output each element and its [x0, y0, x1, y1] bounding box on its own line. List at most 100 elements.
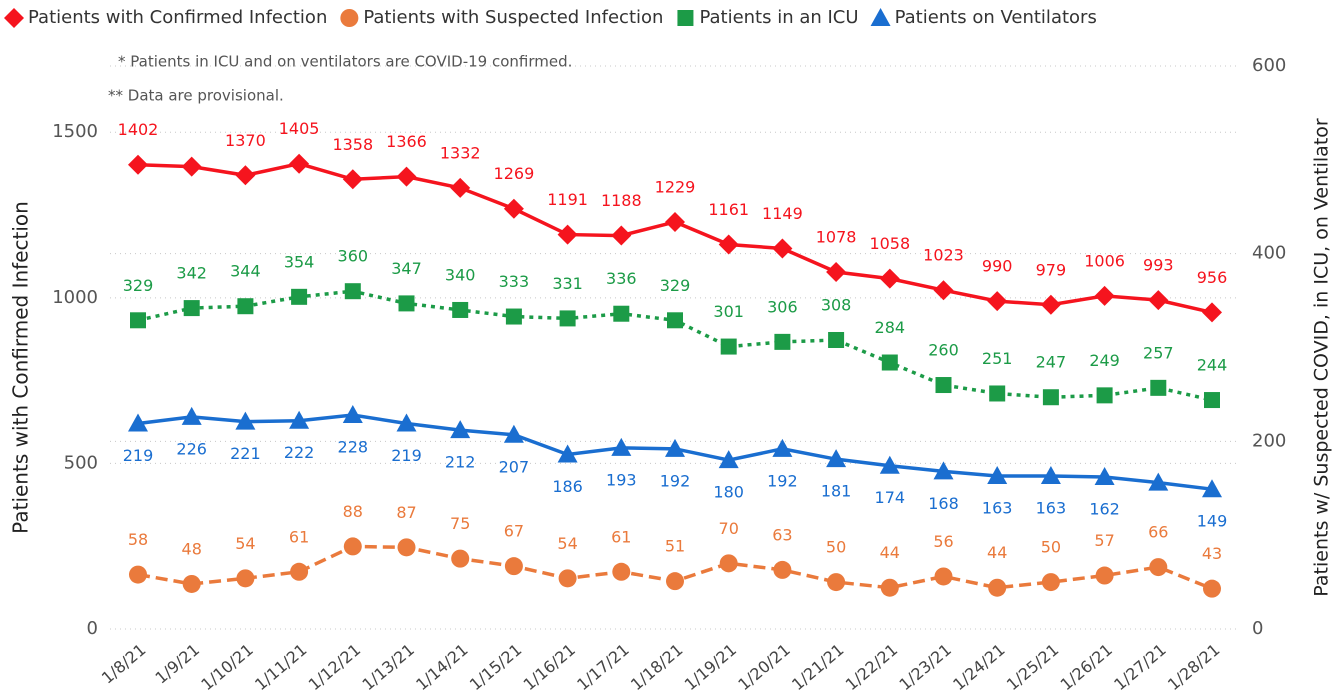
- data-label: 1269: [494, 164, 535, 183]
- data-label: 340: [445, 265, 476, 284]
- marker: [1148, 472, 1169, 491]
- marker: [667, 312, 683, 329]
- data-label: 44: [880, 543, 900, 562]
- note: * Patients in ICU and on ventilators are…: [118, 53, 572, 71]
- data-label: 244: [1197, 356, 1228, 375]
- marker: [827, 573, 846, 592]
- marker: [611, 437, 632, 456]
- data-label: 260: [928, 341, 959, 360]
- marker: [340, 9, 359, 27]
- data-label: 308: [821, 295, 852, 314]
- x-tick-label: 1/16/21: [520, 640, 579, 694]
- x-tick-label: 1/24/21: [949, 640, 1008, 694]
- data-label: 329: [123, 276, 154, 295]
- marker: [826, 449, 847, 468]
- marker: [344, 283, 361, 300]
- data-label: 149: [1197, 512, 1228, 531]
- data-label: 58: [128, 530, 148, 549]
- marker: [933, 280, 954, 301]
- data-label: 162: [1089, 499, 1120, 518]
- marker: [397, 538, 416, 557]
- marker: [128, 413, 148, 432]
- data-label: 50: [826, 538, 846, 557]
- data-label: 1366: [386, 132, 427, 151]
- y-tick-label: 500: [64, 452, 98, 473]
- marker: [828, 331, 845, 348]
- marker: [613, 305, 630, 322]
- marker: [1042, 389, 1059, 406]
- x-tick-label: 1/19/21: [681, 640, 740, 694]
- marker: [289, 410, 310, 429]
- x-tick-label: 1/9/21: [151, 640, 203, 688]
- data-label: 186: [552, 477, 583, 496]
- marker: [342, 169, 363, 190]
- data-label: 54: [557, 534, 577, 553]
- data-label: 67: [504, 522, 524, 541]
- x-tick-label: 1/11/21: [251, 640, 310, 694]
- data-label: 993: [1143, 256, 1174, 275]
- x-tick-label: 1/12/21: [305, 640, 364, 694]
- data-label: 1023: [923, 246, 964, 265]
- data-label: 48: [182, 539, 202, 558]
- data-label: 1405: [279, 119, 320, 138]
- data-label: 1332: [440, 143, 481, 162]
- data-label: 1402: [118, 120, 159, 139]
- marker: [1094, 466, 1115, 485]
- note: ** Data are provisional.: [108, 87, 284, 105]
- x-tick-label: 1/8/21: [98, 640, 150, 688]
- marker: [1204, 392, 1220, 409]
- marker: [719, 554, 738, 573]
- marker: [611, 225, 632, 246]
- marker: [1150, 379, 1167, 396]
- marker: [558, 569, 577, 588]
- x-tick-label: 1/22/21: [842, 640, 901, 694]
- x-tick-label: 1/26/21: [1057, 640, 1116, 694]
- marker: [987, 466, 1008, 485]
- data-label: 1078: [816, 227, 857, 246]
- data-label: 342: [176, 264, 207, 283]
- data-label: 247: [1036, 353, 1067, 372]
- data-label: 61: [611, 527, 631, 546]
- data-label: 956: [1197, 268, 1228, 287]
- data-label: 212: [445, 453, 476, 472]
- data-label: 1149: [762, 204, 803, 223]
- data-label: 344: [230, 262, 261, 281]
- data-label: 87: [396, 503, 416, 522]
- marker: [557, 224, 578, 245]
- marker: [665, 438, 685, 457]
- x-tick-label: 1/15/21: [466, 640, 525, 694]
- marker: [879, 455, 900, 474]
- data-label: 54: [235, 534, 255, 553]
- data-label: 228: [338, 438, 369, 457]
- x-tick-label: 1/17/21: [573, 640, 632, 694]
- data-label: 249: [1089, 351, 1120, 370]
- marker: [720, 338, 737, 355]
- marker: [881, 354, 898, 371]
- marker: [236, 569, 255, 588]
- y2-tick-label: 200: [1252, 430, 1286, 451]
- marker: [182, 574, 201, 593]
- data-label: 329: [660, 276, 691, 295]
- marker: [559, 310, 576, 327]
- data-label: 180: [713, 483, 744, 502]
- y-tick-label: 1000: [52, 287, 98, 308]
- x-tick-label: 1/10/21: [197, 640, 256, 694]
- marker: [503, 424, 524, 443]
- marker: [235, 165, 256, 186]
- data-label: 360: [338, 247, 369, 266]
- marker: [987, 291, 1008, 312]
- x-tick-label: 1/21/21: [788, 640, 847, 694]
- marker: [988, 578, 1007, 597]
- data-label: 979: [1036, 260, 1067, 279]
- marker: [4, 8, 24, 28]
- data-label: 219: [391, 446, 422, 465]
- x-tick-label: 1/20/21: [734, 640, 793, 694]
- y2-axis-title: Patients w/ Suspected COVID, in ICU, on …: [1311, 118, 1333, 597]
- data-label: 66: [1148, 523, 1168, 542]
- marker: [130, 312, 146, 329]
- marker: [772, 438, 793, 457]
- marker: [1094, 285, 1115, 306]
- marker: [290, 562, 309, 581]
- y-tick-label: 0: [87, 618, 98, 639]
